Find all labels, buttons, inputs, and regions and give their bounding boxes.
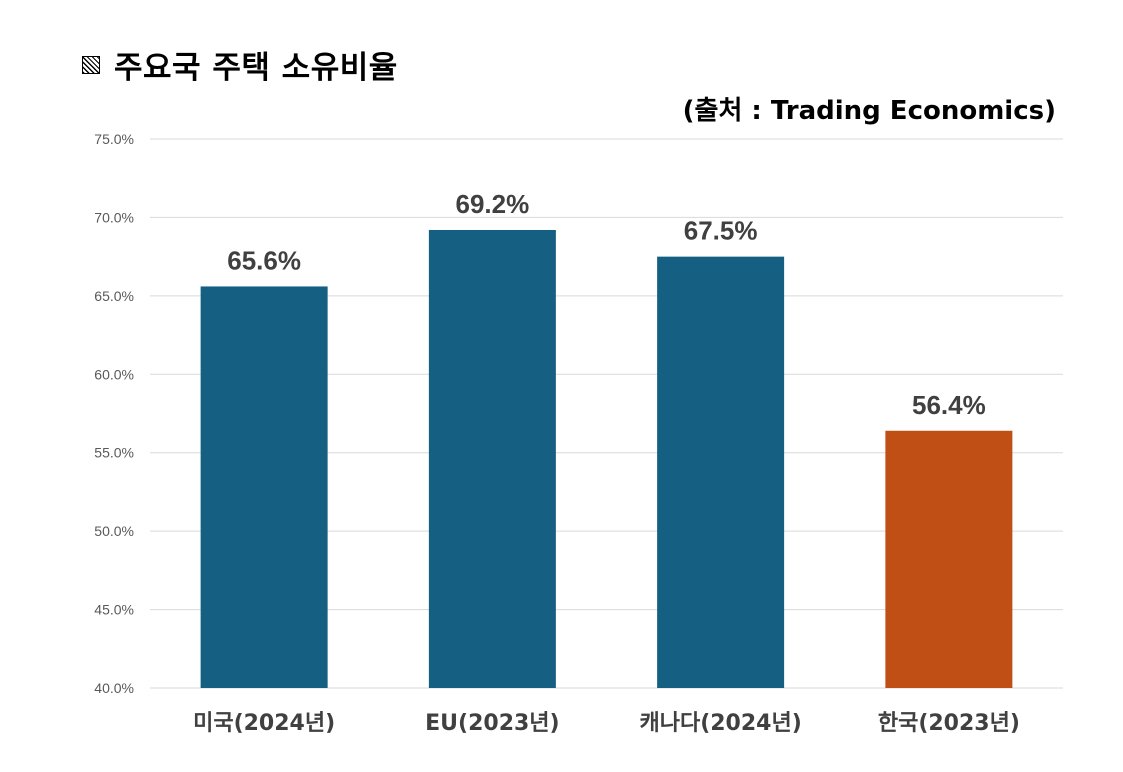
x-tick-label: 미국(2024년) [193, 711, 335, 736]
data-label: 56.4% [912, 390, 986, 420]
data-label: 67.5% [684, 216, 758, 246]
chart-title: 주요국 주택 소유비율 [114, 50, 398, 86]
x-tick-label: 한국(2023년) [878, 711, 1020, 736]
data-label: 65.6% [227, 245, 301, 275]
hatched-square-icon [82, 55, 100, 74]
y-axis-ticks: 40.0% 45.0% 50.0% 55.0% 60.0% 65.0% 70.0% 75.0% [94, 131, 134, 696]
bar [428, 229, 556, 688]
y-tick-label: 65.0% [94, 288, 134, 304]
source-note: (출처 : Trading Economics) [682, 96, 1056, 126]
y-tick-label: 40.0% [94, 680, 134, 696]
title-row: 주요국 주택 소유비율 [82, 42, 398, 87]
y-tick-label: 50.0% [94, 523, 134, 539]
x-tick-label: EU(2023년) [425, 711, 559, 736]
data-labels: 65.6% 69.2% 67.5% 56.4% [227, 189, 985, 420]
bar [200, 286, 328, 688]
data-label: 69.2% [456, 189, 530, 219]
bars [200, 229, 1013, 688]
y-tick-label: 55.0% [94, 445, 134, 461]
y-tick-label: 75.0% [94, 131, 134, 147]
y-tick-label: 70.0% [94, 209, 134, 225]
x-tick-label: 캐나다(2024년) [639, 711, 801, 736]
y-tick-label: 60.0% [94, 366, 134, 382]
bar [885, 430, 1013, 688]
y-tick-label: 45.0% [94, 602, 134, 618]
bar [657, 256, 785, 688]
x-axis-ticks: 미국(2024년) EU(2023년) 캐나다(2024년) 한국(2023년) [193, 711, 1020, 736]
